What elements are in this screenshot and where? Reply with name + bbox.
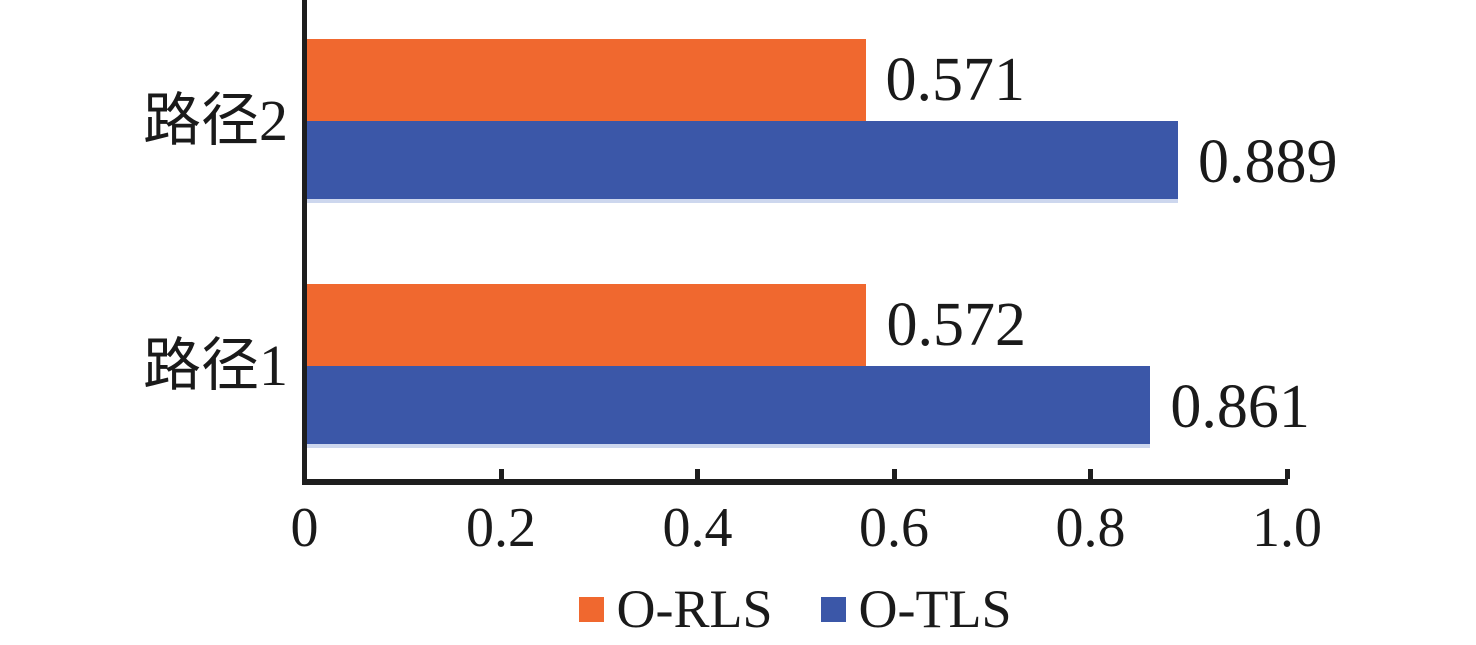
y-axis-line xyxy=(302,0,307,485)
x-axis-tick-label: 0.6 xyxy=(859,497,929,559)
x-axis-tick-label: 0.8 xyxy=(1055,497,1126,559)
bar-o-rls-row-1 xyxy=(307,284,867,366)
legend-label: O-RLS xyxy=(616,579,773,639)
x-axis-tick xyxy=(1088,469,1093,479)
x-axis-tick xyxy=(498,469,504,479)
x-axis-tick-label: 0 xyxy=(290,497,319,559)
bar-o-tls-row-0 xyxy=(307,121,1178,203)
x-axis-tick xyxy=(891,469,897,479)
legend-item-o-tls: O-TLS xyxy=(820,579,1012,639)
bar-bottom-edge xyxy=(307,444,1151,448)
y-category-label: 路径2 xyxy=(142,88,288,153)
bar-value-label: 0.889 xyxy=(1197,128,1338,196)
y-category-label: 路径1 xyxy=(142,333,288,398)
x-axis-line xyxy=(302,479,1288,485)
legend-swatch-o-tls xyxy=(820,596,846,622)
x-axis-tick xyxy=(695,469,700,479)
x-axis-tick-label: 0.4 xyxy=(662,497,733,559)
bar-o-tls-row-1 xyxy=(307,366,1151,448)
bar-value-label: 0.571 xyxy=(885,46,1026,114)
bar-value-label: 0.572 xyxy=(886,291,1026,359)
legend: O-RLS O-TLS xyxy=(302,580,1288,638)
bar-value-label: 0.861 xyxy=(1170,373,1310,441)
legend-item-o-rls: O-RLS xyxy=(578,579,773,639)
x-axis-tick-label: 0.2 xyxy=(466,497,536,559)
legend-swatch-o-rls xyxy=(578,596,604,622)
bar-o-rls-row-0 xyxy=(307,39,866,121)
x-axis-tick xyxy=(1284,469,1290,479)
legend-label: O-TLS xyxy=(858,579,1012,639)
bar-bottom-edge xyxy=(307,199,1178,203)
x-axis-tick-label: 1.0 xyxy=(1252,497,1322,559)
